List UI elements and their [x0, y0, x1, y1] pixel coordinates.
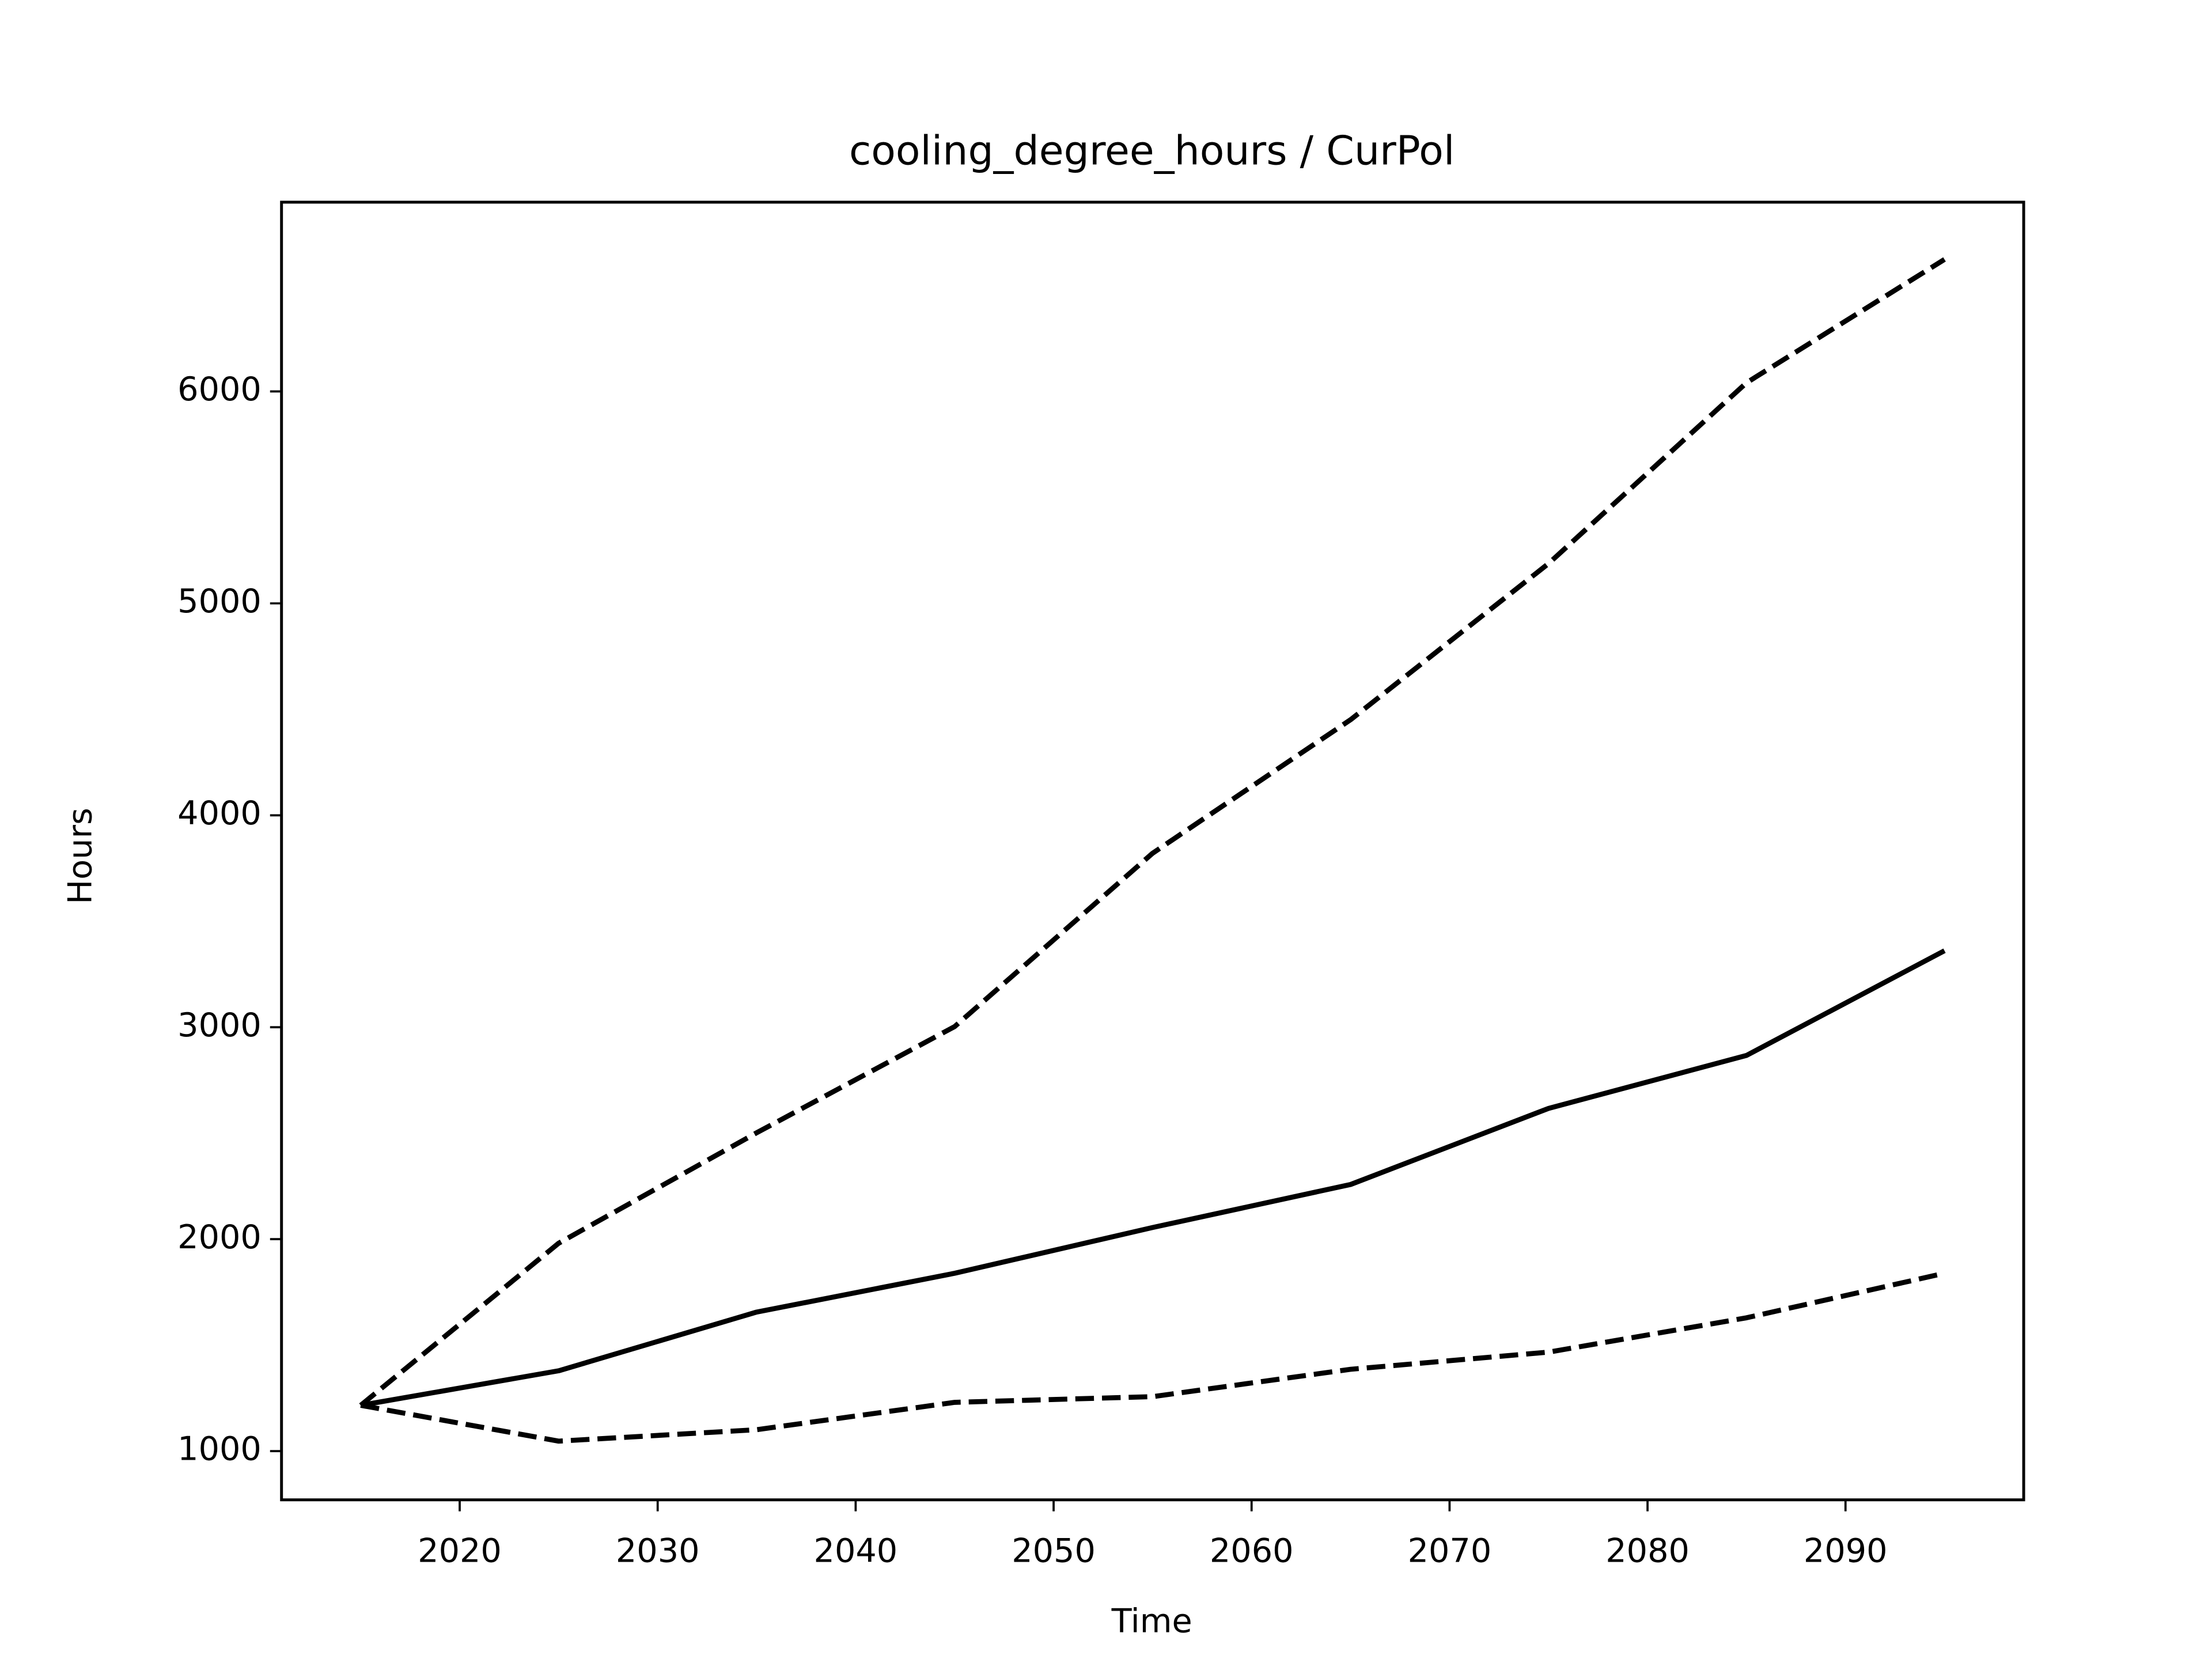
y-tick-label: 2000	[177, 1218, 262, 1256]
plot-frame	[280, 200, 2025, 1502]
x-tick-label: 2060	[1210, 1531, 1294, 1570]
line-series	[360, 948, 1946, 1408]
y-tick-label: 5000	[177, 582, 262, 620]
chart-title: cooling_degree_hours / CurPol	[849, 127, 1455, 174]
x-tick-label: 2070	[1408, 1531, 1492, 1570]
x-tick-label: 2050	[1012, 1531, 1096, 1570]
y-tick-label: 6000	[177, 370, 262, 408]
x-tick-label: 2080	[1605, 1531, 1690, 1570]
x-tick-label: 2090	[1804, 1531, 1888, 1570]
x-axis-label: Time	[1111, 1601, 1192, 1640]
line-series	[359, 257, 1946, 1407]
y-axis-label: Hours	[60, 808, 99, 904]
y-tick-label: 3000	[177, 1006, 262, 1044]
x-tick-label: 2020	[418, 1531, 502, 1570]
y-tick-label: 1000	[177, 1430, 262, 1468]
x-tick-label: 2040	[814, 1531, 898, 1570]
x-tick-label: 2030	[616, 1531, 700, 1570]
line-series	[360, 1271, 1945, 1444]
y-tick-label: 4000	[177, 794, 262, 832]
